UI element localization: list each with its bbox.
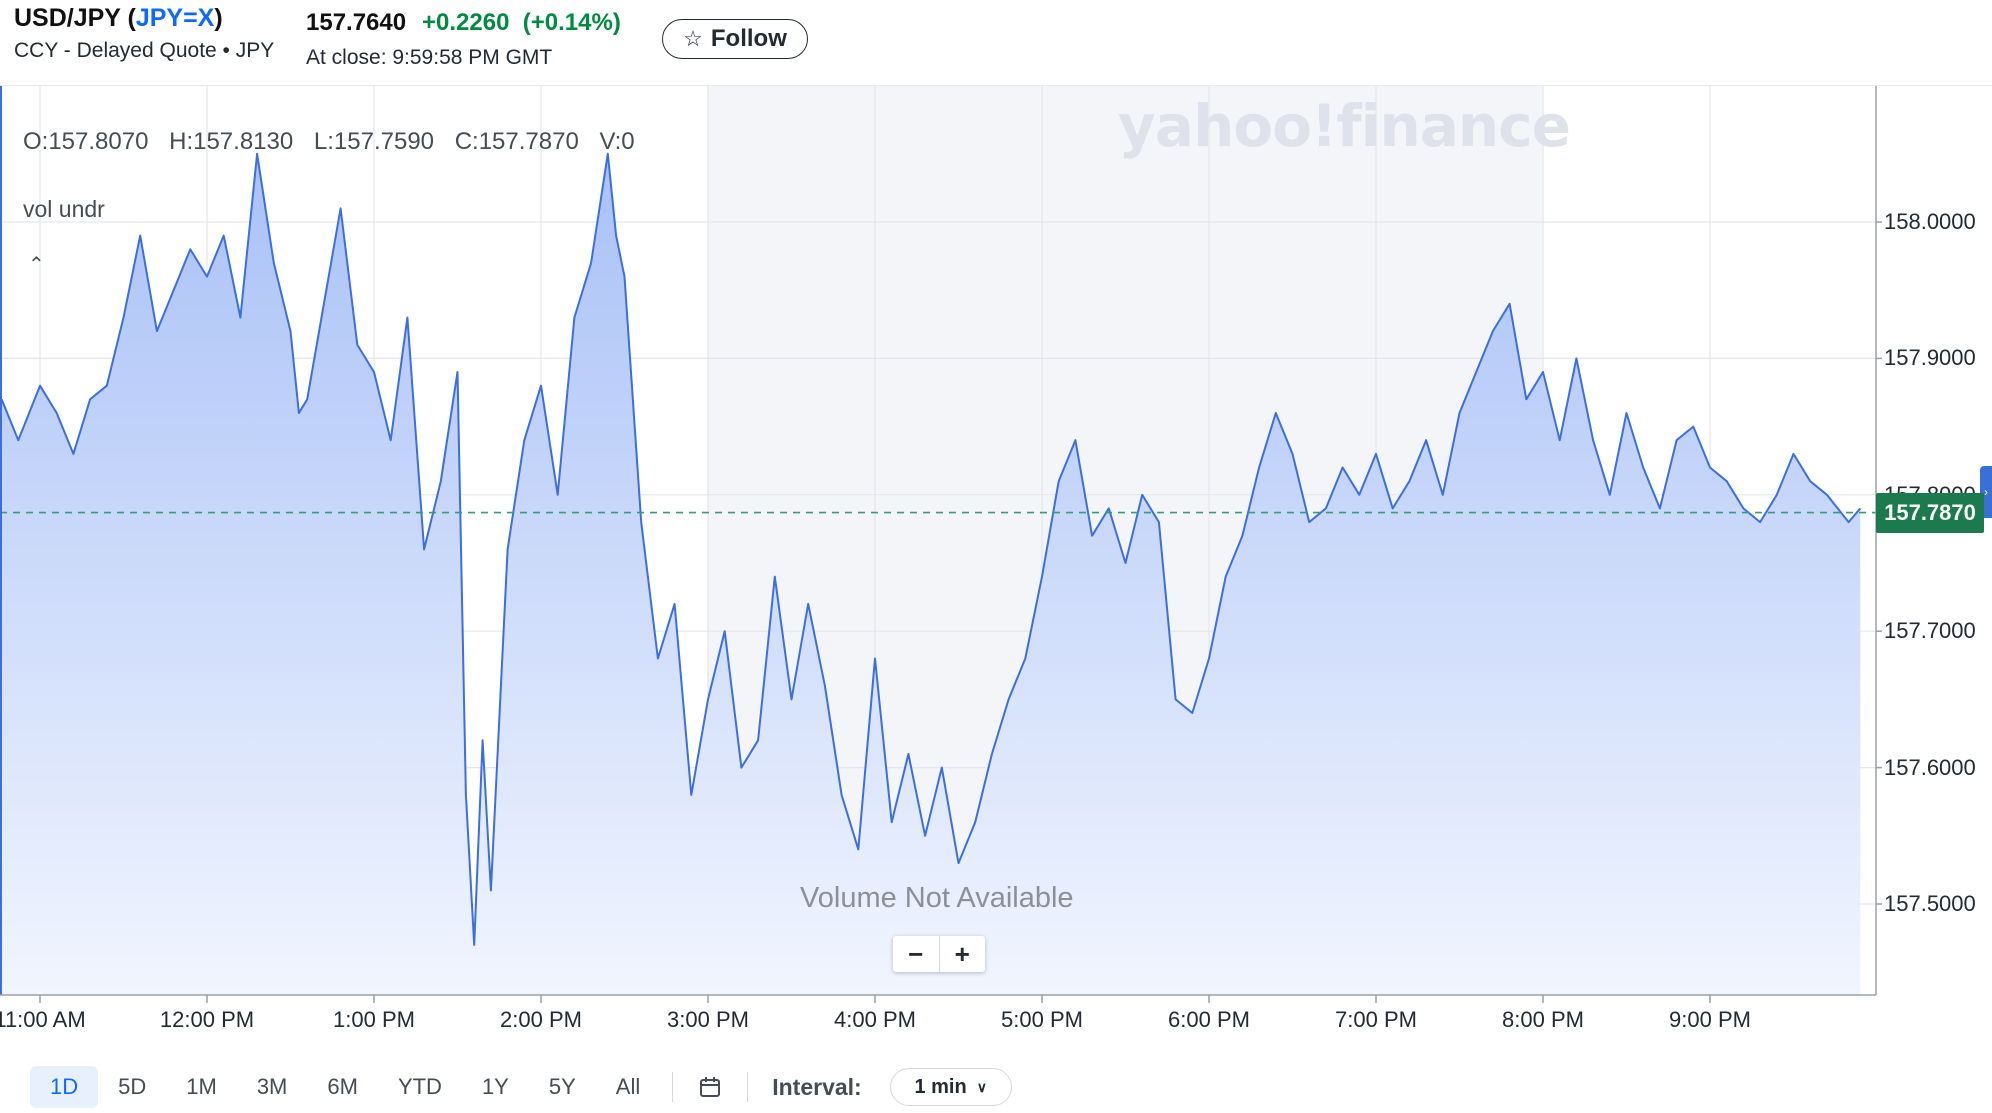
y-tick-label: 157.9000	[1884, 345, 1976, 371]
range-button-ytd[interactable]: YTD	[397, 1074, 442, 1099]
low-value: L:157.7590	[313, 128, 435, 155]
divider	[747, 1072, 749, 1102]
ticker-link[interactable]: JPY=X	[135, 4, 215, 32]
x-tick-label: 6:00 PM	[1168, 1007, 1250, 1032]
x-tick-label: 1:00 PM	[333, 1007, 415, 1032]
zoom-out-button[interactable]: −	[893, 936, 940, 972]
interval-select[interactable]: 1 min ∨	[889, 1068, 1012, 1106]
range-button-5d[interactable]: 5D	[118, 1074, 147, 1099]
price-area-fill	[1, 153, 1861, 996]
y-tick-label: 157.6000	[1884, 754, 1976, 780]
x-tick-label: 8:00 PM	[1502, 1007, 1584, 1032]
zoom-in-button[interactable]: +	[954, 938, 970, 969]
y-tick-label: 158.0000	[1884, 209, 1976, 234]
symbol-title: USD/JPY (JPY=X)	[14, 4, 223, 32]
high-value: H:157.8130	[169, 128, 294, 155]
interval-label: Interval:	[772, 1073, 862, 1100]
price-change: +0.2260 (+0.14%)	[422, 9, 621, 37]
y-tick-label: 157.7000	[1884, 618, 1976, 644]
ohlc-readout: O:157.8070 H:157.8130 L:157.7590 C:157.7…	[23, 128, 649, 156]
quote-header: USD/JPY (JPY=X) CCY - Delayed Quote • JP…	[0, 0, 1992, 86]
current-price: 157.7640	[306, 9, 407, 36]
change-value: +0.2260	[422, 9, 510, 36]
open-value: O:157.8070	[23, 128, 149, 155]
x-tick-label: 2:00 PM	[500, 1007, 582, 1032]
pair-label: USD/JPY	[14, 4, 121, 32]
last-price-badge: 157.7870	[1876, 492, 1984, 533]
change-percent: (+0.14%)	[522, 9, 621, 36]
x-tick-label: 9:00 PM	[1669, 1007, 1751, 1032]
quote-subtitle: CCY - Delayed Quote • JPY	[14, 39, 275, 62]
divider	[672, 1072, 674, 1102]
follow-button[interactable]: ☆ Follow	[662, 19, 808, 59]
range-button-all[interactable]: All	[615, 1074, 641, 1099]
follow-label: Follow	[710, 25, 787, 52]
close-time: At close: 9:59:58 PM GMT	[306, 46, 553, 69]
x-tick-label: 7:00 PM	[1335, 1007, 1417, 1032]
yahoo-finance-watermark: yahoo!finance	[1118, 92, 1571, 160]
range-button-1m[interactable]: 1M	[186, 1074, 217, 1099]
interval-value: 1 min	[914, 1075, 967, 1098]
range-button-5y[interactable]: 5Y	[548, 1074, 576, 1099]
star-icon: ☆	[683, 26, 703, 51]
volume-indicator-label[interactable]: vol undr	[23, 196, 105, 222]
range-button-1y[interactable]: 1Y	[481, 1074, 509, 1099]
x-tick-label: 5:00 PM	[1001, 1007, 1083, 1032]
chevron-down-icon: ∨	[976, 1078, 987, 1095]
range-button-6m[interactable]: 6M	[327, 1074, 358, 1099]
price-line	[0, 152, 1862, 946]
x-tick-label: 4:00 PM	[834, 1007, 916, 1032]
x-tick-label: 3:00 PM	[667, 1007, 749, 1032]
x-tick-label: 12:00 PM	[159, 1007, 255, 1032]
calendar-icon[interactable]	[685, 1076, 735, 1098]
x-tick-label: 11:00 AM	[0, 1007, 86, 1032]
zoom-controls: − +	[893, 936, 985, 972]
volume-not-available: Volume Not Available	[800, 882, 1074, 914]
header-divider	[0, 85, 1992, 86]
range-button-1d[interactable]: 1D	[30, 1066, 99, 1108]
chevron-up-icon[interactable]: ⌃	[28, 254, 45, 276]
range-button-3m[interactable]: 3M	[256, 1074, 288, 1099]
y-tick-label: 157.5000	[1884, 891, 1976, 916]
range-buttons: 1D 5D 1M 3M 6M YTD 1Y 5Y All	[30, 1066, 660, 1108]
volume-value: V:0	[599, 128, 635, 155]
range-selector: 1D 5D 1M 3M 6M YTD 1Y 5Y All Interval: 1 min ∨	[30, 1066, 1012, 1108]
close-value: C:157.7870	[454, 128, 579, 155]
